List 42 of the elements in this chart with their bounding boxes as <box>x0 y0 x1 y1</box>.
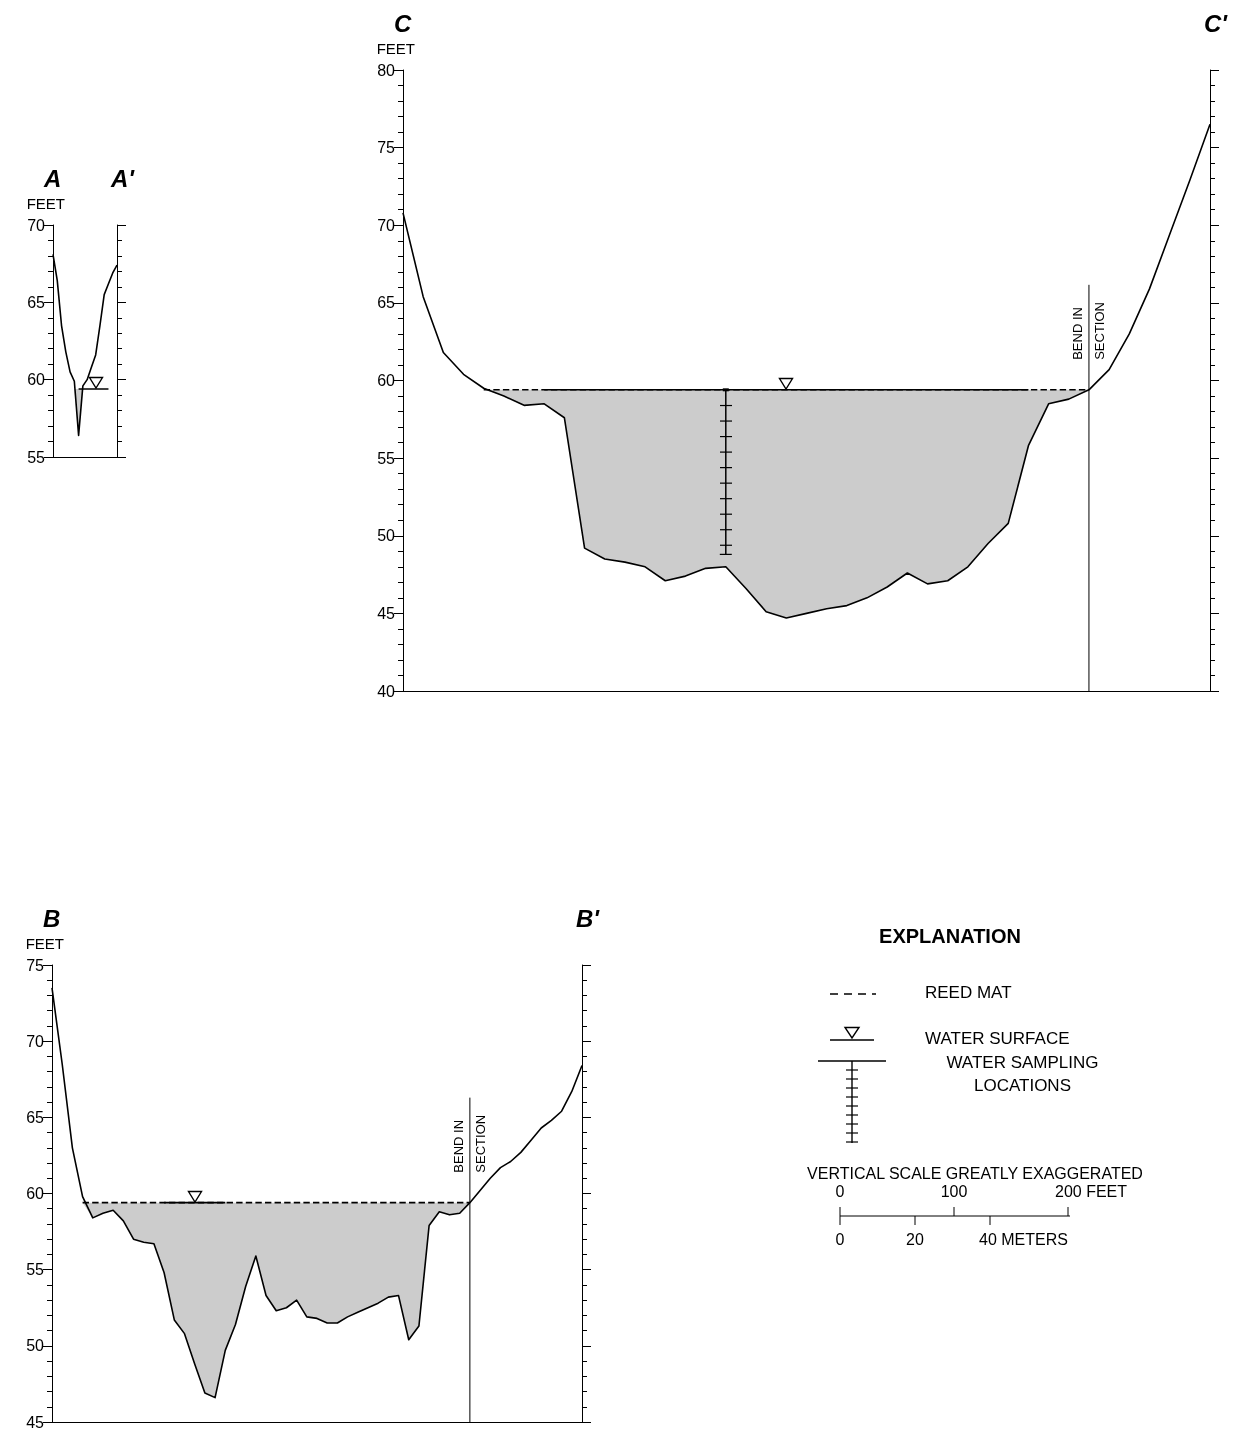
annotation: BEND IN SECTION <box>451 1114 489 1173</box>
y-tick-label: 80 <box>377 61 396 79</box>
y-tick-label: 55 <box>377 449 396 467</box>
y-tick-label: 65 <box>26 1108 45 1126</box>
y-tick-label: 55 <box>26 1261 45 1279</box>
y-tick-label: 50 <box>377 527 396 545</box>
y-axis-title: FEET <box>26 195 65 212</box>
y-tick-label: 55 <box>27 448 46 466</box>
y-tick-label: 45 <box>26 1413 45 1431</box>
y-tick-label: 65 <box>27 293 46 311</box>
y-tick-label: 70 <box>27 216 46 234</box>
text: 200 FEET <box>1055 1183 1128 1201</box>
text: VERTICAL SCALE GREATLY EXAGGERATED <box>806 1165 1144 1183</box>
chart-subtitle: A' <box>109 164 136 192</box>
y-tick-label: 75 <box>26 956 45 974</box>
chart-title: C <box>394 9 412 37</box>
y-tick-label: 60 <box>26 1185 45 1202</box>
chart-title: B <box>43 904 61 932</box>
text: 0 <box>834 1231 846 1249</box>
chart-subtitle: B' <box>575 904 601 932</box>
text: WATER SAMPLING LOCATIONS <box>945 1052 1100 1097</box>
y-tick-label: 40 <box>377 682 396 700</box>
text: REED MAT <box>925 983 1012 1003</box>
text: WATER SURFACE <box>925 1029 1070 1049</box>
chart-title: A <box>43 164 62 192</box>
annotation: BEND IN SECTION <box>1070 302 1108 360</box>
y-tick-label: 45 <box>377 604 396 622</box>
y-tick-label: 60 <box>27 371 46 389</box>
text: 100 <box>939 1183 969 1201</box>
text: 0 <box>834 1183 846 1201</box>
text: 40 METERS <box>979 1231 1068 1249</box>
y-axis-title: FEET <box>376 40 415 57</box>
y-tick-label: 70 <box>26 1032 45 1050</box>
y-tick-label: 50 <box>26 1337 45 1355</box>
text: EXPLANATION <box>878 925 1022 948</box>
chart-subtitle: C' <box>1203 9 1229 37</box>
y-tick-label: 70 <box>377 216 396 234</box>
y-tick-label: 65 <box>377 294 396 312</box>
y-tick-label: 60 <box>377 372 396 389</box>
text: 20 <box>905 1231 925 1249</box>
y-axis-title: FEET <box>25 935 64 952</box>
y-tick-label: 75 <box>377 139 396 157</box>
